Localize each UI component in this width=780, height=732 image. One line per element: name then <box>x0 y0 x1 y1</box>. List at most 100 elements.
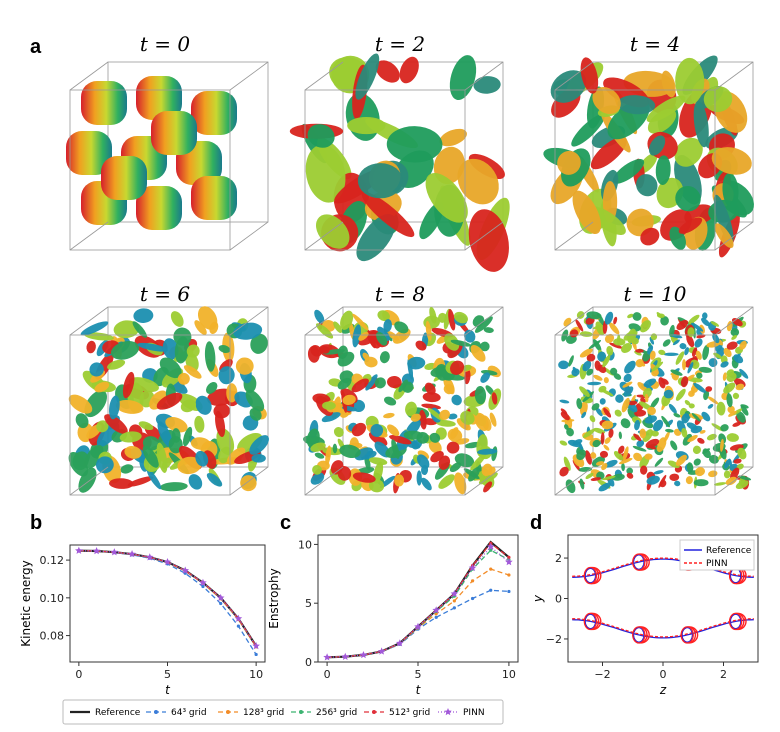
vortex-tube <box>373 461 384 484</box>
cube-title-t10: t = 10 <box>623 282 687 306</box>
vortex-ring-ref <box>633 554 645 570</box>
vortex-tube <box>735 480 749 490</box>
vortex-tube <box>601 420 614 430</box>
vortex-tube <box>722 372 727 381</box>
data-point-pinn <box>110 548 119 556</box>
vortex-tube <box>712 333 720 344</box>
legend-box <box>679 539 755 571</box>
vortex-tube <box>94 381 110 393</box>
y-tick-label: 0 <box>555 593 562 606</box>
vortex-tube <box>446 441 460 454</box>
vortex-tube <box>585 472 594 480</box>
vortex-tube <box>473 76 501 94</box>
cube-edge <box>554 466 594 496</box>
reference-curve <box>572 558 754 578</box>
vortex-tube <box>695 467 706 477</box>
vortex-tube <box>656 313 665 318</box>
vortex-tube <box>695 350 702 360</box>
cube-edge <box>714 306 754 336</box>
vortex-ring <box>584 566 602 585</box>
data-point-pinn <box>181 566 190 574</box>
vortex-tube <box>170 311 184 327</box>
vortex-tube <box>724 458 731 469</box>
vortex-tube <box>639 320 651 333</box>
vortex-tube <box>595 407 603 417</box>
vortex-tube <box>592 86 621 114</box>
vortex-tube <box>462 364 472 371</box>
vortex-tube <box>726 341 738 350</box>
y-tick-label: 0 <box>305 656 312 669</box>
vortex-tube <box>325 445 332 466</box>
vortex-tube <box>610 367 618 375</box>
vortex-tube <box>337 345 348 359</box>
cube-edge <box>554 221 594 251</box>
vortex-tube <box>739 368 749 379</box>
vortex-tube <box>455 438 470 445</box>
vortex-tube <box>622 381 633 388</box>
vortex-tube <box>716 401 726 416</box>
vortex-tube <box>142 445 159 468</box>
vortex-tube <box>405 401 417 417</box>
vortex-tube <box>104 414 128 434</box>
vortex-tube <box>357 163 403 199</box>
cube-edge <box>69 221 109 251</box>
vortex-tube <box>398 379 408 393</box>
vortex-tube <box>604 437 611 444</box>
vortex-tube <box>370 423 384 437</box>
vortex-tube <box>425 172 468 223</box>
vortex-tube <box>735 383 745 391</box>
vortex-tube <box>312 464 322 475</box>
data-point-grid64 <box>452 606 456 610</box>
x-tick-label: −2 <box>594 668 610 681</box>
vortex-tube <box>138 421 154 431</box>
vortex-tube <box>560 411 570 421</box>
vortex-tube <box>483 481 493 493</box>
vortex-tube <box>438 474 455 489</box>
vortex-tube <box>463 468 480 480</box>
vortex-tube <box>450 427 459 440</box>
vortex-tube <box>620 418 631 429</box>
vortex-tube <box>387 375 402 389</box>
vortex-tube <box>693 100 709 148</box>
vortex-blob <box>101 156 147 200</box>
vortex-ring <box>729 612 747 631</box>
cube-edge <box>69 306 109 336</box>
vortex-tube <box>190 437 211 450</box>
vortex-tube <box>571 114 605 147</box>
y-tick-label: 0.12 <box>40 554 65 567</box>
vortex-tube <box>449 55 477 101</box>
vortex-tube <box>310 442 326 452</box>
vortex-tube <box>240 475 257 492</box>
vortex-tube <box>675 57 705 105</box>
vortex-tube <box>564 424 569 430</box>
cube-front-face <box>304 89 466 251</box>
vortex-tube <box>637 382 648 392</box>
vortex-tube <box>206 472 223 487</box>
vortex-tube <box>649 337 655 345</box>
vortex-tube <box>733 458 742 464</box>
vortex-tube <box>195 450 209 467</box>
vortex-tube <box>660 316 669 326</box>
vortex-tube <box>711 147 752 175</box>
vortex-tube <box>642 387 652 398</box>
cube-edge <box>464 466 504 496</box>
vortex-tube <box>632 445 647 452</box>
cube-2 <box>543 55 754 258</box>
cube-edge <box>714 221 754 251</box>
vortex-tube <box>727 405 735 414</box>
vortex-tube <box>592 439 601 448</box>
vortex-tube <box>403 430 423 440</box>
vortex-tube <box>587 381 602 386</box>
vortex-ring <box>632 626 650 644</box>
vortex-tube <box>206 381 218 394</box>
data-point-grid256 <box>489 548 493 552</box>
vortex-tube <box>422 392 441 403</box>
vortex-tube <box>188 474 203 490</box>
cube-edge <box>464 221 504 251</box>
vortex-ring-ref <box>633 627 645 643</box>
vortex-tube <box>599 450 609 458</box>
y-axis-label: Kinetic energy <box>19 560 33 646</box>
vortex-tube <box>701 317 710 327</box>
vortex-tube <box>652 419 664 432</box>
